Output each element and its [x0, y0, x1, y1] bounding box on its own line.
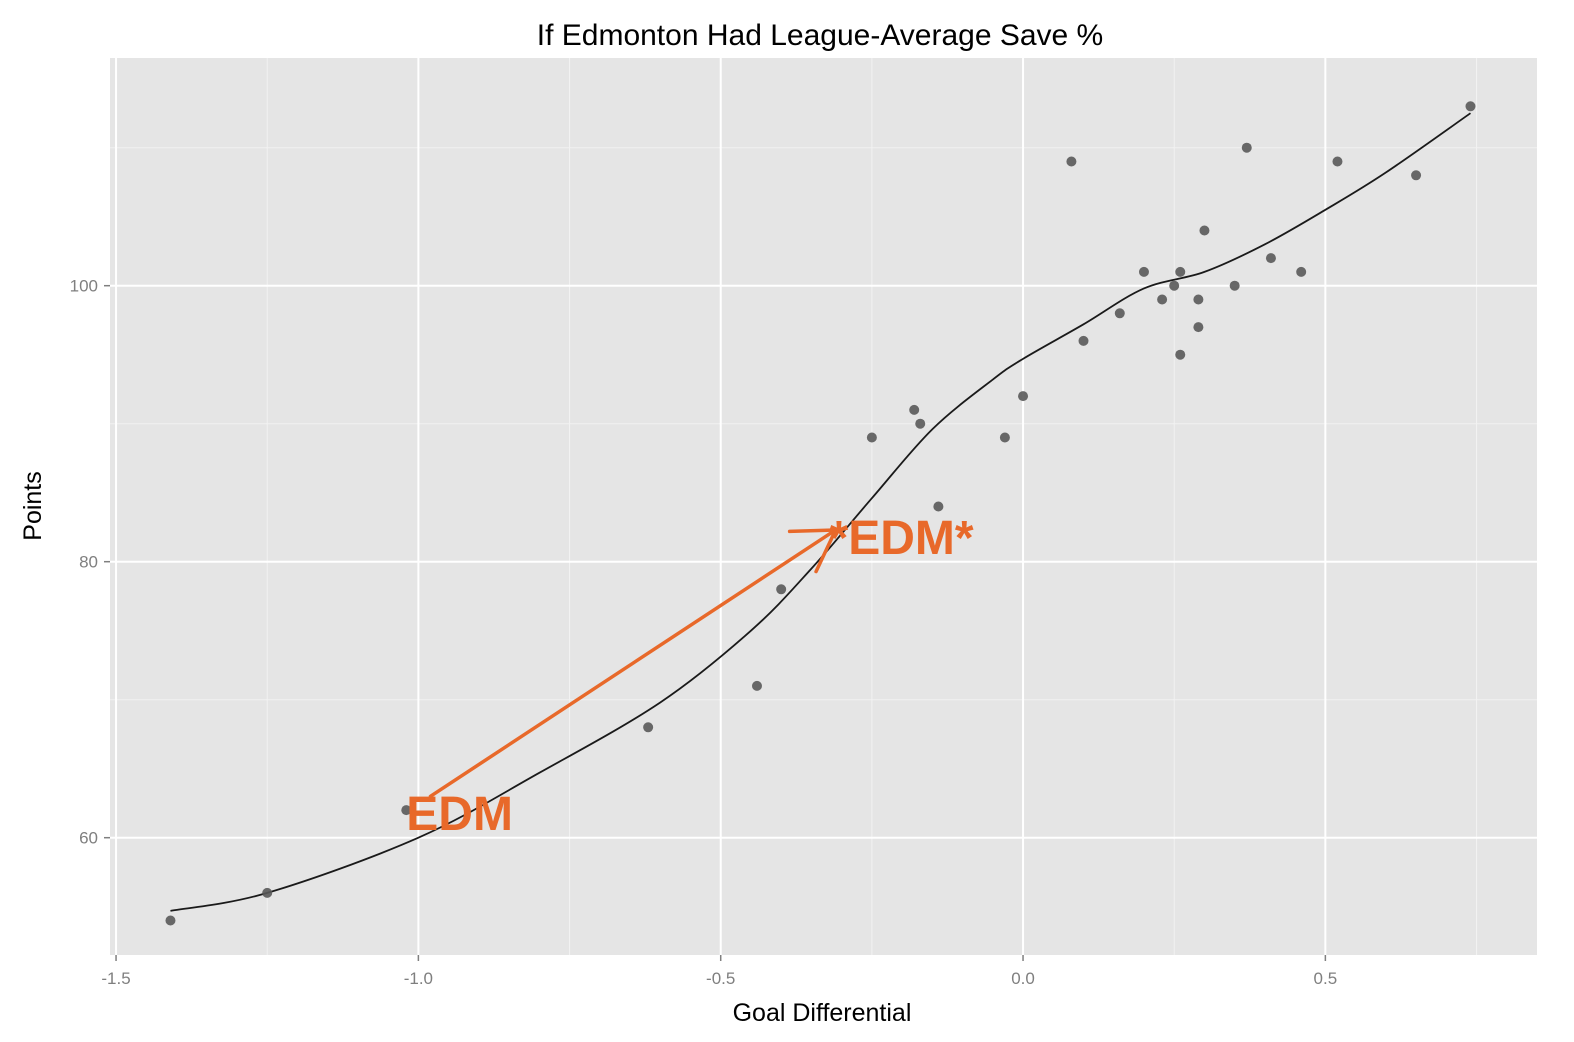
x-axis-title: Goal Differential — [733, 999, 912, 1027]
y-tick-label: 80 — [79, 553, 98, 572]
smooth-line — [170, 112, 1472, 912]
smooth-trend-line — [170, 112, 1472, 912]
data-point — [1332, 156, 1343, 167]
data-point — [751, 680, 762, 691]
data-point — [401, 805, 412, 816]
data-point — [866, 432, 877, 443]
data-point — [1078, 335, 1089, 346]
data-point — [1175, 266, 1186, 277]
minor-gridlines — [110, 58, 1537, 955]
y-tick-label: 60 — [79, 829, 98, 848]
edm-actual-label: EDM — [406, 788, 513, 841]
data-point — [643, 722, 654, 733]
major-gridlines — [110, 58, 1537, 955]
axis-ticks: -1.5 -1.0 -0.5 0.0 0.5 60 80 100 — [70, 277, 1338, 988]
data-point — [1229, 280, 1240, 291]
data-point — [1066, 156, 1077, 167]
data-point — [999, 432, 1010, 443]
data-point — [1114, 308, 1125, 319]
x-tick-label: -1.0 — [404, 969, 433, 988]
annotation-arrow — [428, 528, 838, 799]
data-point — [1199, 225, 1210, 236]
edm-adjusted-label: *EDM* — [830, 512, 974, 565]
data-point — [1175, 349, 1186, 360]
data-point — [1193, 294, 1204, 305]
data-point — [1193, 322, 1204, 333]
data-point — [915, 418, 926, 429]
data-point — [1265, 253, 1276, 264]
x-tick-label: -1.5 — [101, 969, 130, 988]
plot-panel — [110, 58, 1537, 955]
data-point — [1169, 280, 1180, 291]
data-point — [262, 887, 273, 898]
data-point — [1018, 391, 1029, 402]
x-tick-label: 0.5 — [1314, 969, 1338, 988]
data-points — [165, 101, 1476, 926]
data-point — [909, 404, 920, 415]
data-point — [776, 584, 787, 595]
data-point — [933, 501, 944, 512]
annotations: EDM *EDM* — [406, 512, 974, 841]
arrow-head — [787, 528, 838, 574]
data-point — [165, 915, 176, 926]
y-axis-title: Points — [19, 471, 47, 540]
data-point — [1138, 266, 1149, 277]
arrow-shaft — [428, 528, 838, 799]
data-point — [1241, 142, 1252, 153]
data-point — [1157, 294, 1168, 305]
data-point — [1296, 266, 1307, 277]
data-point — [1411, 170, 1422, 181]
y-tick-label: 100 — [70, 277, 98, 296]
x-tick-label: 0.0 — [1011, 969, 1035, 988]
data-point — [1465, 101, 1476, 112]
x-tick-label: -0.5 — [706, 969, 735, 988]
chart-title: If Edmonton Had League-Average Save % — [537, 19, 1103, 52]
